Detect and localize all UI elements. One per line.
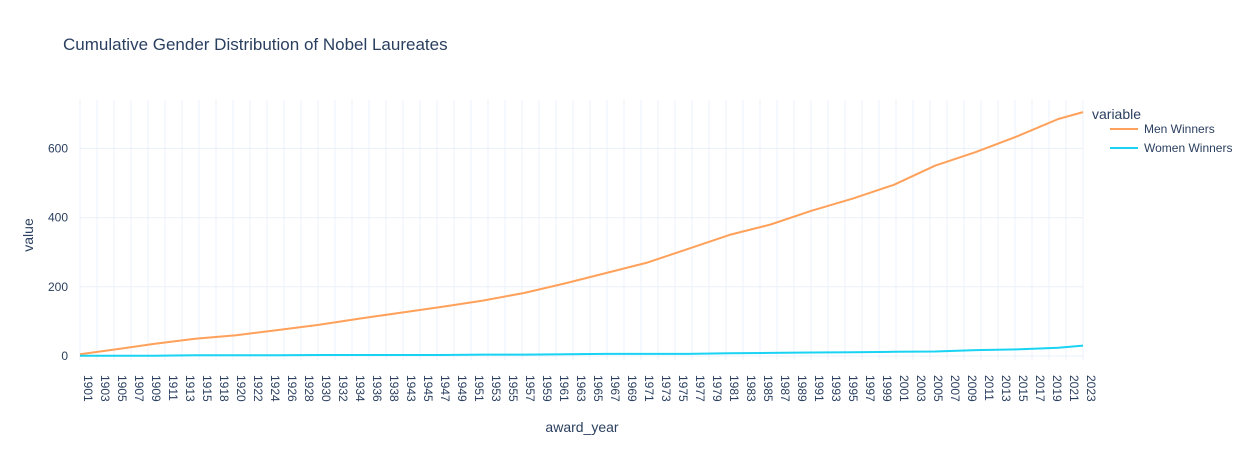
x-tick-label: 1911: [166, 375, 180, 401]
x-tick-label: 1957: [523, 375, 537, 402]
x-tick-label: 1993: [829, 375, 843, 402]
x-tick-label: 1959: [540, 375, 554, 402]
x-tick-label: 1928: [302, 375, 316, 402]
x-tick-label: 1961: [557, 375, 571, 402]
x-tick-label: 1909: [149, 375, 163, 402]
x-tick-label: 1913: [183, 375, 197, 402]
x-tick-label: 1955: [506, 375, 520, 402]
x-tick-label: 1971: [642, 375, 656, 402]
x-tick-label: 1991: [812, 375, 826, 402]
x-tick-label: 2011: [982, 375, 996, 401]
x-tick-label: 2019: [1050, 375, 1064, 402]
x-tick-label: 1926: [285, 375, 299, 402]
x-tick-label: 1943: [404, 375, 418, 402]
x-axis: 1901 1903 1905 1907 1909 1911 1913 1915 1918 1920…: [81, 375, 1098, 402]
x-tick-label: 1920: [234, 375, 248, 402]
x-tick-label: 2001: [897, 375, 911, 402]
x-tick-label: 1924: [268, 375, 282, 402]
x-tick-label: 1985: [761, 375, 775, 402]
y-axis-title: value: [20, 218, 36, 252]
grid: [79, 100, 1084, 360]
y-tick-label: 0: [61, 349, 68, 363]
x-tick-label: 1995: [846, 375, 860, 402]
x-tick-label: 2005: [931, 375, 945, 402]
x-tick-label: 2023: [1084, 375, 1098, 402]
y-tick-label: 200: [48, 280, 68, 294]
x-tick-label: 1987: [778, 375, 792, 402]
y-axis: 0 200 400 600: [48, 141, 68, 363]
series-line-women-winners: [80, 344, 1084, 357]
x-tick-label: 1989: [795, 375, 809, 402]
x-tick-label: 2013: [999, 375, 1013, 402]
chart-title: Cumulative Gender Distribution of Nobel …: [63, 35, 448, 54]
x-tick-label: 1953: [489, 375, 503, 402]
x-tick-label: 1901: [81, 375, 95, 402]
x-tick-label: 1932: [336, 375, 350, 402]
x-tick-label: 1905: [115, 375, 129, 402]
legend-title: variable: [1092, 106, 1141, 122]
x-tick-label: 1915: [200, 375, 214, 402]
x-tick-label: 1938: [387, 375, 401, 402]
y-tick-label: 600: [48, 141, 68, 155]
x-tick-label: 2009: [965, 375, 979, 402]
x-tick-label: 2017: [1033, 375, 1047, 402]
x-tick-label: 1945: [421, 375, 435, 402]
legend-item-label: Women Winners: [1144, 141, 1232, 155]
x-tick-label: 1965: [591, 375, 605, 402]
y-tick-label: 400: [48, 211, 68, 225]
x-tick-label: 1903: [98, 375, 112, 402]
x-tick-label: 1999: [880, 375, 894, 402]
x-tick-label: 1963: [574, 375, 588, 402]
x-axis-title: award_year: [545, 419, 618, 435]
x-tick-label: 1969: [625, 375, 639, 402]
x-tick-label: 1973: [659, 375, 673, 402]
x-tick-label: 2007: [948, 375, 962, 402]
x-tick-label: 1997: [863, 375, 877, 402]
x-tick-label: 1975: [676, 375, 690, 402]
x-tick-label: 1922: [251, 375, 265, 402]
x-tick-label: 1936: [370, 375, 384, 402]
x-tick-label: 1951: [472, 375, 486, 402]
x-tick-label: 1934: [353, 375, 367, 402]
x-tick-label: 1907: [132, 375, 146, 402]
x-tick-label: 1947: [438, 375, 452, 402]
x-tick-label: 1967: [608, 375, 622, 402]
series-layer: [79, 111, 1084, 357]
x-tick-label: 1949: [455, 375, 469, 402]
x-tick-label: 1977: [693, 375, 707, 402]
series-line-men-winners: [79, 111, 1084, 356]
x-tick-label: 1981: [727, 375, 741, 402]
x-tick-label: 1930: [319, 375, 333, 402]
legend: variable Men Winners Women Winners: [1092, 106, 1232, 155]
x-tick-label: 1918: [217, 375, 231, 402]
legend-item-label: Men Winners: [1144, 122, 1215, 136]
x-tick-label: 1979: [710, 375, 724, 402]
x-tick-label: 2015: [1016, 375, 1030, 402]
x-tick-label: 2003: [914, 375, 928, 402]
x-tick-label: 1983: [744, 375, 758, 402]
x-tick-label: 2021: [1067, 375, 1081, 402]
